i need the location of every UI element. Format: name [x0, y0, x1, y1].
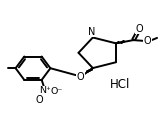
- Text: O⁻: O⁻: [50, 87, 62, 96]
- Text: N: N: [88, 27, 95, 37]
- Text: O: O: [77, 72, 84, 82]
- Text: H: H: [88, 26, 95, 35]
- Text: HCl: HCl: [110, 78, 130, 91]
- Text: O: O: [135, 24, 143, 34]
- Text: O: O: [35, 95, 43, 105]
- Text: N⁺: N⁺: [39, 86, 51, 95]
- Text: O: O: [144, 36, 151, 46]
